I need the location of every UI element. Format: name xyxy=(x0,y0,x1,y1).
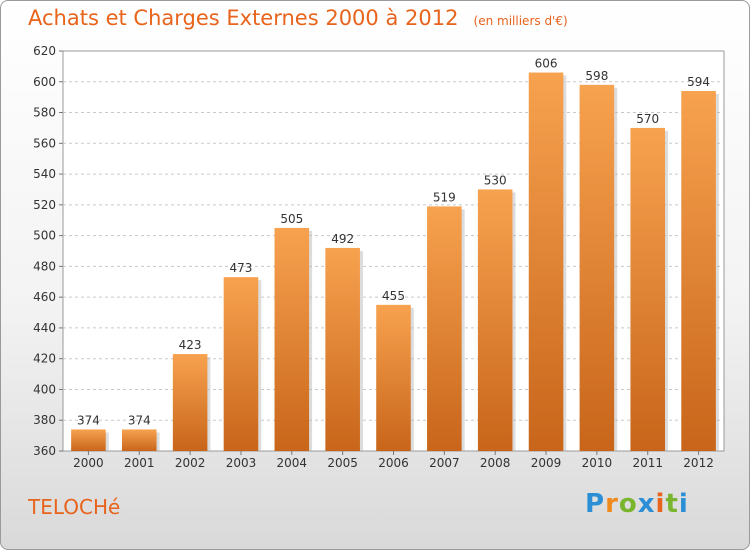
bar xyxy=(427,206,462,451)
y-tick-label: 440 xyxy=(33,321,56,335)
y-tick-label: 460 xyxy=(33,290,56,304)
bar-value-label: 570 xyxy=(636,112,659,126)
bar-value-label: 598 xyxy=(585,69,608,83)
logo-letter: P xyxy=(585,489,606,519)
y-tick-label: 600 xyxy=(33,75,56,89)
bar-value-label: 530 xyxy=(484,173,507,187)
y-tick-label: 420 xyxy=(33,352,56,366)
x-tick-label: 2001 xyxy=(124,456,155,470)
x-tick-label: 2002 xyxy=(175,456,206,470)
bar-value-label: 519 xyxy=(433,190,456,204)
bar xyxy=(681,91,716,451)
x-tick-label: 2004 xyxy=(277,456,308,470)
bar-value-label: 455 xyxy=(382,289,405,303)
x-tick-label: 2007 xyxy=(429,456,460,470)
bar xyxy=(172,354,208,451)
x-tick-label: 2009 xyxy=(531,456,562,470)
bar xyxy=(630,127,666,451)
bar-value-label: 594 xyxy=(687,75,710,89)
chart-title: Achats et Charges Externes 2000 à 2012 xyxy=(28,6,459,30)
x-tick-label: 2008 xyxy=(480,456,511,470)
proxiti-logo: Proxiti xyxy=(585,489,689,519)
bar-value-label: 492 xyxy=(331,232,354,246)
x-tick-label: 2003 xyxy=(226,456,257,470)
x-tick-label: 2010 xyxy=(582,456,613,470)
y-tick-label: 560 xyxy=(33,136,56,150)
x-tick-label: 2000 xyxy=(73,456,104,470)
y-tick-label: 360 xyxy=(33,444,56,458)
chart-title-block: Achats et Charges Externes 2000 à 2012 (… xyxy=(28,6,568,30)
y-tick-label: 400 xyxy=(33,382,56,396)
y-tick-label: 520 xyxy=(33,198,56,212)
bar xyxy=(528,72,564,452)
x-tick-label: 2011 xyxy=(632,456,663,470)
logo-letter: i xyxy=(678,489,689,519)
bar-value-label: 374 xyxy=(77,413,100,427)
bar xyxy=(223,277,259,451)
y-tick-label: 380 xyxy=(33,413,56,427)
y-tick-label: 500 xyxy=(33,229,56,243)
bar xyxy=(579,84,615,451)
bar xyxy=(274,227,310,451)
bar-value-label: 606 xyxy=(535,57,558,71)
y-tick-label: 540 xyxy=(33,167,56,181)
x-tick-label: 2005 xyxy=(327,456,358,470)
y-tick-label: 620 xyxy=(33,44,56,58)
bar-value-label: 374 xyxy=(128,413,151,427)
bar xyxy=(376,304,411,451)
bar-value-label: 505 xyxy=(280,212,303,226)
bar xyxy=(477,189,513,451)
x-tick-label: 2006 xyxy=(378,456,409,470)
y-tick-label: 580 xyxy=(33,106,56,120)
bar xyxy=(121,429,157,451)
place-name: TELOCHé xyxy=(28,495,121,519)
bar-value-label: 473 xyxy=(230,261,253,275)
logo-letter: x xyxy=(637,489,656,519)
bar xyxy=(325,247,360,451)
logo-letter: o xyxy=(618,489,638,519)
bar-value-label: 423 xyxy=(179,338,202,352)
logo-letter: t xyxy=(665,489,679,519)
logo-letter: r xyxy=(605,489,619,519)
y-tick-label: 480 xyxy=(33,259,56,273)
logo-letter: i xyxy=(655,489,666,519)
x-tick-label: 2012 xyxy=(683,456,714,470)
bar xyxy=(71,429,106,451)
chart-unit-note: (en milliers d'€) xyxy=(473,14,568,28)
